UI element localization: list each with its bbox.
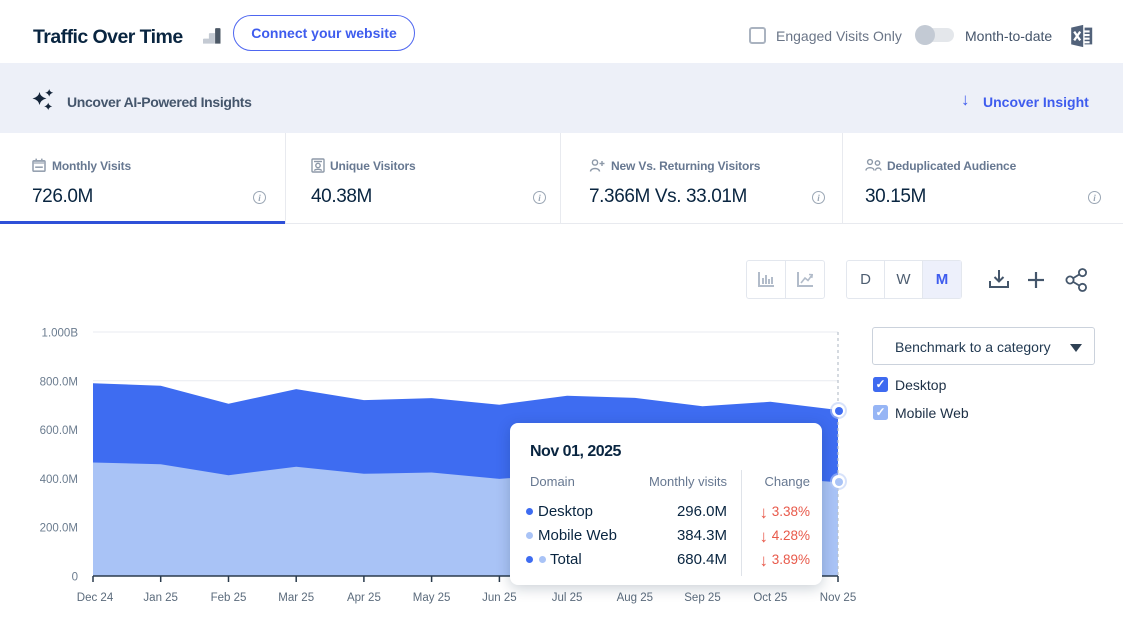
- svg-text:Oct 25: Oct 25: [753, 592, 787, 604]
- svg-text:200.0M: 200.0M: [40, 523, 78, 535]
- svg-text:Aug 25: Aug 25: [617, 592, 653, 604]
- svg-text:600.0M: 600.0M: [40, 425, 78, 437]
- svg-text:0: 0: [72, 572, 78, 584]
- svg-text:1.000B: 1.000B: [42, 328, 79, 340]
- svg-text:Feb 25: Feb 25: [211, 592, 247, 604]
- svg-text:Nov 25: Nov 25: [820, 592, 856, 604]
- svg-text:800.0M: 800.0M: [40, 376, 78, 388]
- svg-text:Jul 25: Jul 25: [552, 592, 583, 604]
- svg-text:Dec 24: Dec 24: [77, 592, 114, 604]
- svg-text:May 25: May 25: [413, 592, 451, 604]
- svg-text:Jun 25: Jun 25: [482, 592, 517, 604]
- svg-text:Mar 25: Mar 25: [278, 592, 314, 604]
- svg-text:Apr 25: Apr 25: [347, 592, 381, 604]
- svg-text:Jan 25: Jan 25: [143, 592, 178, 604]
- svg-text:400.0M: 400.0M: [40, 474, 78, 486]
- svg-text:Sep 25: Sep 25: [684, 592, 720, 604]
